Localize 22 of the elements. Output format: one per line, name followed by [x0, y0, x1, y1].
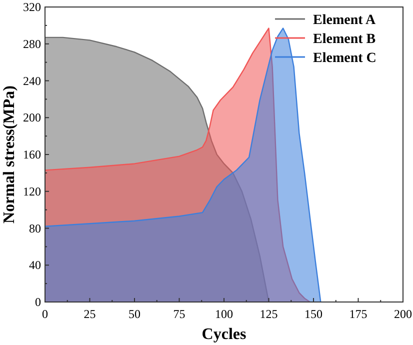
x-tick-label: 25: [84, 307, 96, 321]
legend-label: Element C: [313, 51, 376, 66]
y-tick-label: 0: [35, 295, 41, 309]
y-tick-label: 240: [23, 74, 41, 88]
legend-label: Element B: [313, 32, 376, 47]
y-tick-label: 320: [23, 0, 41, 14]
x-axis-title: Cycles: [202, 326, 246, 343]
x-tick-label: 200: [394, 307, 412, 321]
x-tick-label: 175: [349, 307, 368, 321]
x-tick-label: 125: [260, 307, 278, 321]
legend-label: Element A: [313, 13, 376, 28]
y-tick-label: 40: [29, 258, 41, 272]
y-tick-label: 80: [29, 221, 41, 236]
x-tick-label: 150: [304, 307, 322, 321]
y-tick-label: 160: [23, 148, 41, 162]
x-tick-label: 100: [215, 307, 233, 321]
x-tick-label: 50: [128, 307, 140, 321]
y-tick-label: 280: [23, 36, 41, 51]
y-tick-label: 200: [23, 110, 41, 125]
y-tick-label: 120: [23, 184, 41, 198]
x-tick-label: 75: [173, 307, 186, 321]
y-axis-title: Normal stress(MPa): [1, 86, 18, 224]
